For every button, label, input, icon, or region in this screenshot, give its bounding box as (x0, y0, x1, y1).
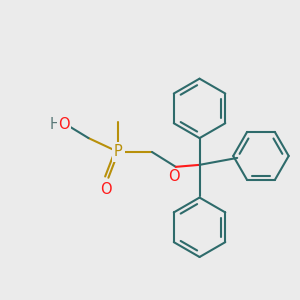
Text: O: O (58, 117, 70, 132)
Text: P: P (114, 145, 123, 160)
Text: O: O (100, 182, 112, 197)
Text: H: H (50, 117, 60, 132)
Text: O: O (168, 169, 180, 184)
